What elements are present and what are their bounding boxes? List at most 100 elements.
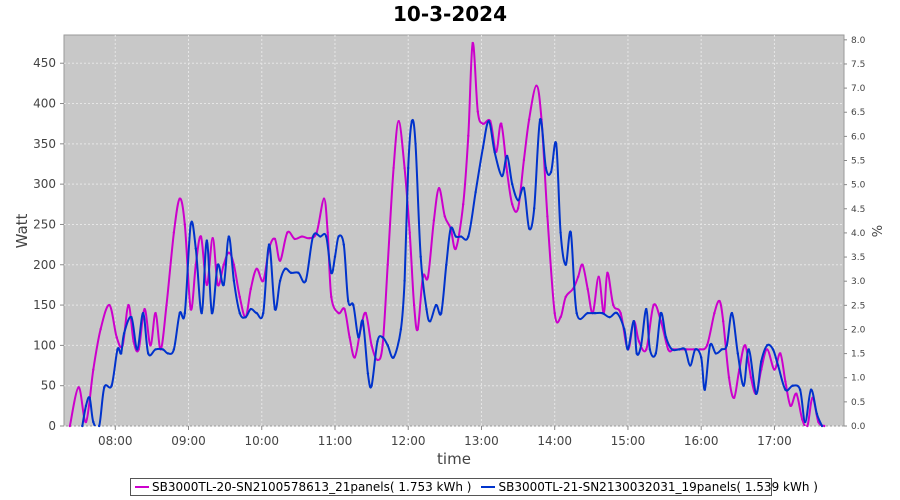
data-point [283,267,287,270]
data-point [487,120,490,123]
data-point [319,235,322,238]
data-point [445,263,448,266]
data-point [648,348,652,351]
data-point [262,311,265,315]
data-point [608,315,611,319]
data-point [505,170,509,174]
data-point [809,388,813,391]
y2-tick-label: 2.5 [851,301,865,311]
data-point [352,303,355,307]
data-point [434,303,438,307]
data-point [779,352,782,355]
data-point [564,295,567,299]
data-point [205,283,209,287]
data-point [619,311,622,315]
data-point [304,279,307,283]
data-point [652,303,655,307]
data-point [357,336,360,339]
data-point [467,134,470,137]
y2-tick-label: 5.5 [851,157,865,167]
data-point [801,418,804,421]
data-point [505,154,509,158]
data-point [481,122,485,125]
y2-tick-label: 7.0 [851,84,866,94]
x-tick-label: 14:00 [537,434,572,448]
data-point [119,352,123,355]
data-point [743,344,747,347]
data-point [222,283,225,287]
data-point [407,166,410,170]
data-point [249,287,252,291]
legend-item-series-2: SB3000TL-21-SN2130032031_19panels( 1.539… [481,480,818,494]
data-point [361,319,365,323]
data-point [776,364,780,367]
data-point [742,384,745,387]
data-point [238,311,241,315]
data-point [322,197,326,200]
y2-tick-label: 3.5 [851,253,865,263]
data-point [612,303,615,307]
data-point [103,386,106,389]
y2-tick-label: 1.0 [851,374,866,384]
data-point [538,118,542,121]
y-tick-label: 0 [48,419,56,433]
data-point [721,319,725,323]
data-point [454,247,458,250]
data-point [527,118,531,121]
data-point [330,295,333,299]
data-point [654,352,657,355]
data-point [81,424,84,428]
data-point [189,223,192,226]
data-point [732,396,736,399]
data-point [289,271,293,275]
data-point [189,307,192,311]
data-point [333,255,337,258]
data-point [645,307,648,311]
y-tick-label: 350 [33,137,56,151]
data-point [244,315,247,319]
y-axis-label: Watt [13,213,31,248]
data-point [815,412,819,416]
data-point [337,235,340,238]
y-tick-label: 250 [33,217,56,231]
data-point [154,311,157,315]
data-point [713,311,716,315]
data-point [84,404,88,408]
data-point [546,215,549,218]
data-point [474,191,477,194]
data-point [559,231,562,234]
data-point [516,207,520,210]
x-tick-label: 15:00 [611,434,646,448]
data-point [773,368,776,371]
data-point [532,207,536,210]
x-tick-label: 17:00 [757,434,792,448]
series-lines [68,41,826,428]
y-tick-label: 50 [41,379,56,393]
data-point [376,358,379,362]
x-tick-label: 09:00 [171,434,206,448]
data-point [346,299,350,303]
data-point [414,142,417,146]
y2-tick-label: 4.5 [851,205,865,215]
data-point [575,311,578,315]
data-point [366,372,370,375]
data-point [370,344,373,347]
data-point [601,311,604,315]
data-point [122,332,126,335]
data-point [397,120,400,123]
data-point [597,275,600,279]
y2-tick-label: 1.5 [851,350,865,360]
gridlines [64,35,844,427]
legend-label: SB3000TL-20-SN2100578613_21panels( 1.753… [152,480,472,494]
legend-item-series-1: SB3000TL-20-SN2100578613_21panels( 1.753… [135,480,471,494]
data-point [623,328,626,331]
data-point [381,344,384,347]
data-point [416,328,419,331]
data-point [165,303,168,307]
data-point [311,235,315,238]
data-point [211,236,214,240]
x-tick-label: 10:00 [244,434,279,448]
data-point [725,344,729,347]
data-point [615,311,619,315]
data-point [300,235,304,238]
